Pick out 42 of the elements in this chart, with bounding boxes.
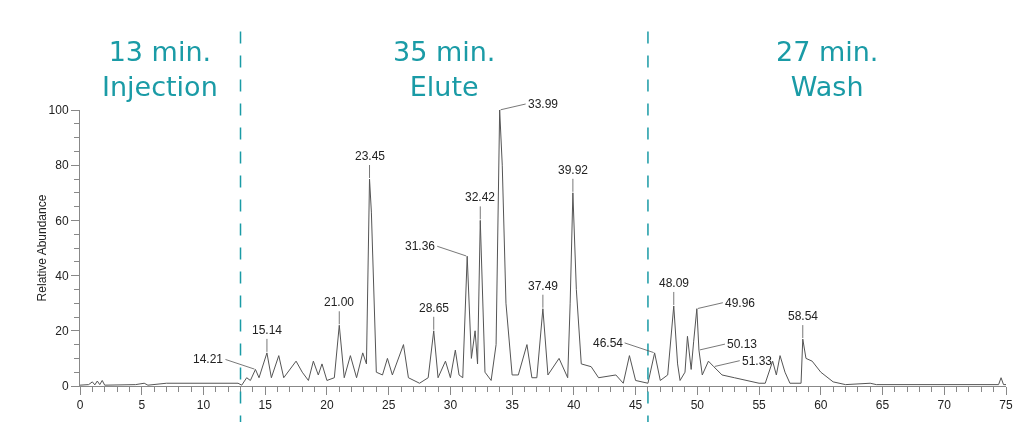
y-tick-label: 80 [55, 158, 69, 173]
annotation: 32.42 [465, 190, 496, 204]
annotation: 58.54 [788, 309, 819, 323]
x-tick-label: 75 [999, 398, 1013, 413]
annotation: 33.99 [528, 97, 559, 111]
text: 13 min. Injection [102, 36, 218, 103]
y-tick-label: 60 [55, 213, 69, 228]
annotation: 23.45 [355, 149, 386, 163]
annotation: 21.00 [324, 295, 355, 309]
x-tick-label: 20 [320, 398, 334, 413]
x-tick-label: 30 [443, 398, 458, 413]
y-tick-label: 0 [61, 379, 69, 394]
annotation: 31.36 [405, 239, 436, 253]
text: 35 min. Elute [393, 36, 496, 103]
text: 27 min. Wash [776, 36, 879, 103]
x-tick-label: 35 [505, 398, 520, 413]
x-tick-label: 50 [690, 398, 705, 413]
annotation: 51.33 [742, 354, 773, 368]
annotation: 49.96 [725, 296, 756, 310]
x-tick-label: 60 [814, 398, 828, 413]
x-tick-label: 15 [258, 398, 273, 413]
annotation: 15.14 [252, 323, 283, 337]
x-tick-label: 0 [76, 398, 84, 413]
y-axis-title: Relative Abundance [35, 194, 49, 302]
x-tick-label: 65 [875, 398, 890, 413]
y-tick-label: 20 [55, 324, 69, 338]
x-tick-label: 5 [138, 398, 146, 413]
annotation: 14.21 [193, 352, 224, 366]
x-tick-label: 70 [937, 398, 952, 413]
x-tick-label: 25 [381, 398, 396, 413]
annotation: 39.92 [558, 163, 589, 177]
annotation: 50.13 [727, 337, 758, 351]
x-tick-label: 40 [567, 398, 581, 413]
annotation: 37.49 [528, 279, 559, 293]
annotation: 46.54 [593, 336, 624, 350]
y-tick-label: 100 [48, 103, 69, 118]
x-tick-label: 10 [196, 398, 211, 413]
annotation: 28.65 [419, 301, 450, 315]
x-tick-label: 55 [752, 398, 767, 413]
annotation: 48.09 [659, 276, 690, 290]
y-tick-label: 40 [55, 268, 69, 283]
x-tick-label: 45 [628, 398, 643, 413]
